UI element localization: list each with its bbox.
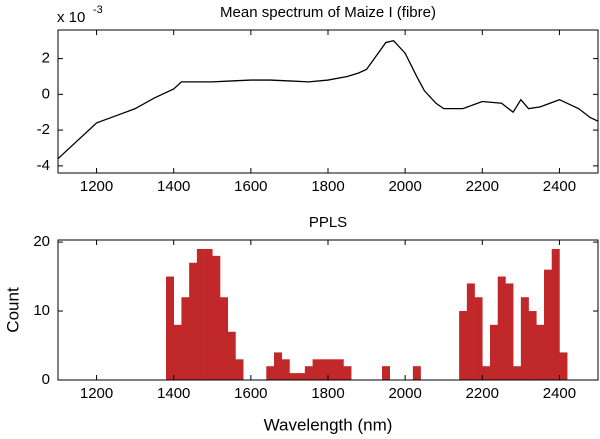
x-tick-label: 2000 <box>388 178 421 195</box>
histogram-bar <box>274 352 283 380</box>
x-tick-label: 1800 <box>311 385 344 402</box>
x-tick-label: 1200 <box>80 385 113 402</box>
histogram-bar <box>544 269 553 380</box>
histogram-bar <box>297 373 306 380</box>
histogram-bar <box>520 297 529 380</box>
x-tick-label: 2200 <box>466 385 499 402</box>
histogram-bar <box>343 366 352 380</box>
histogram-bar <box>204 248 213 380</box>
histogram-bar <box>320 359 329 380</box>
axes-frame <box>57 239 599 381</box>
histogram-bar <box>482 366 491 380</box>
histogram-bar <box>304 366 313 380</box>
y-tick-label: 2 <box>42 50 50 67</box>
y-tick-label: 0 <box>42 371 50 388</box>
histogram-bar <box>474 297 483 380</box>
histogram-bar <box>466 283 475 380</box>
spectrum-line <box>57 40 599 160</box>
x-tick-label: 1800 <box>311 178 344 195</box>
histogram-bar <box>412 366 421 380</box>
y-tick-label: -2 <box>37 121 50 138</box>
x-tick-label: 2400 <box>543 178 576 195</box>
histogram-bar <box>505 283 514 380</box>
histogram-bar <box>490 324 499 380</box>
x-tick-label: 1400 <box>157 385 190 402</box>
chart-title: PPLS <box>309 214 347 231</box>
histogram-bar <box>166 276 175 380</box>
histogram-bar <box>459 311 468 380</box>
histogram-bar <box>189 262 198 380</box>
histogram-bar <box>497 276 506 380</box>
histogram-bar <box>212 255 221 380</box>
histogram-bar <box>312 359 321 380</box>
y-tick-label: 10 <box>33 302 50 319</box>
x-axis-label: Wavelength (nm) <box>264 415 393 434</box>
x-tick-label: 1200 <box>80 178 113 195</box>
y-axis-label: Count <box>3 287 22 333</box>
y-scale-base: x 10 <box>57 9 85 26</box>
histogram-bar <box>528 311 537 380</box>
y-scale-exponent: -3 <box>93 4 103 16</box>
x-tick-label: 1600 <box>234 178 267 195</box>
x-tick-label: 1400 <box>157 178 190 195</box>
y-tick-label: -4 <box>37 157 50 174</box>
histogram-bar <box>328 359 337 380</box>
x-tick-label: 1600 <box>234 385 267 402</box>
histogram-bar <box>559 352 568 380</box>
histogram-bar <box>173 324 182 380</box>
axes-frame <box>57 29 599 174</box>
histogram-bar <box>235 359 244 380</box>
y-tick-label: 20 <box>33 233 50 250</box>
histogram-bar <box>266 366 275 380</box>
histogram-bar <box>281 359 290 380</box>
histogram-bar <box>382 366 391 380</box>
x-tick-label: 2000 <box>388 385 421 402</box>
histogram-bar <box>551 248 560 380</box>
histogram-bar <box>536 324 545 380</box>
histogram-bar <box>513 366 522 380</box>
histogram-bar <box>220 297 229 380</box>
histogram-bar <box>289 373 298 380</box>
x-tick-label: 2200 <box>466 178 499 195</box>
histogram-bar <box>196 248 205 380</box>
chart-title: Mean spectrum of Maize I (fibre) <box>220 4 436 21</box>
x-tick-label: 2400 <box>543 385 576 402</box>
histogram-bar <box>227 331 236 380</box>
histogram-bar <box>335 359 344 380</box>
y-tick-label: 0 <box>42 85 50 102</box>
histogram-bar <box>181 297 190 380</box>
